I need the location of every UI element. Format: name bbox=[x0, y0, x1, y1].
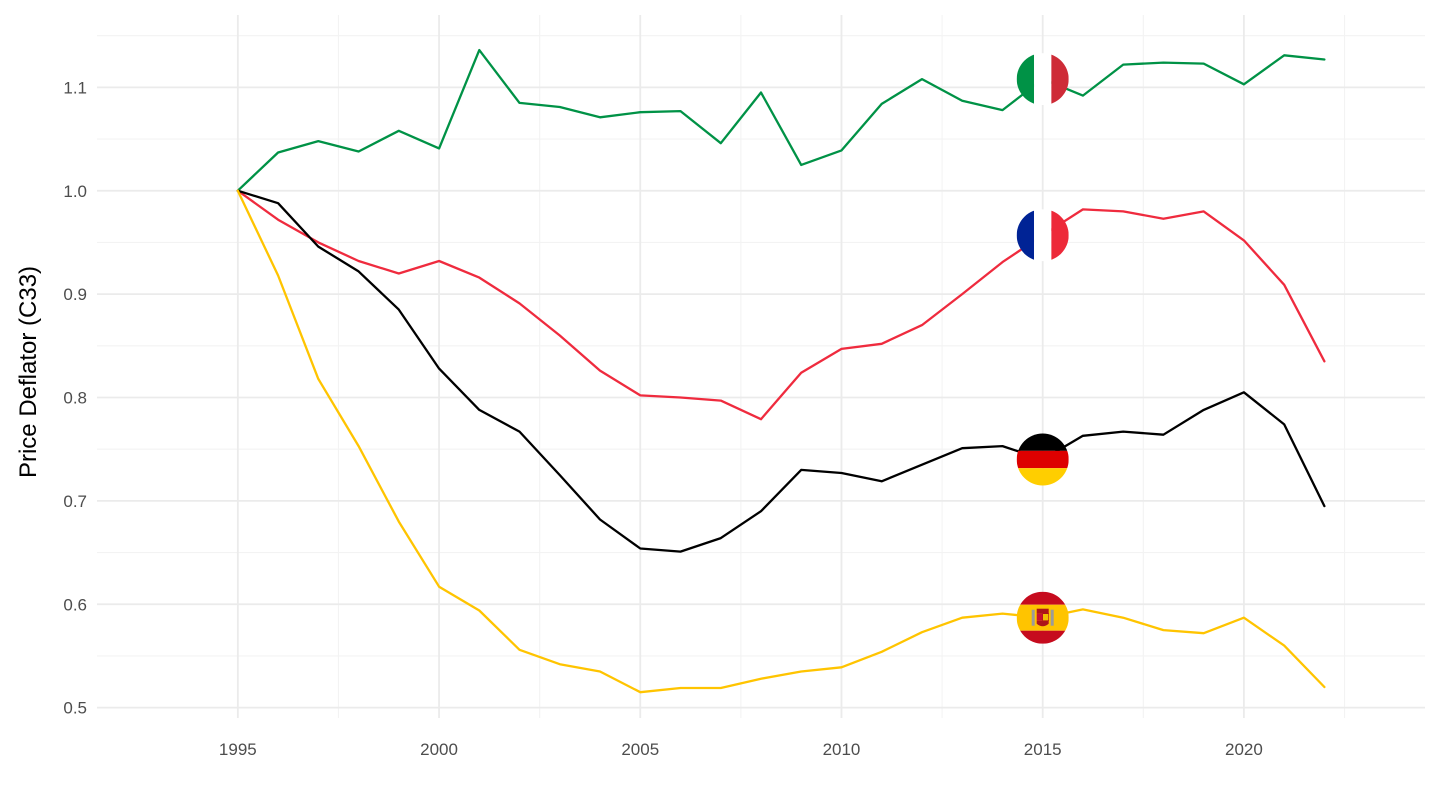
y-tick-label: 0.6 bbox=[63, 595, 87, 614]
x-tick-label: 2020 bbox=[1225, 740, 1263, 759]
x-axis-tick-labels: 1995 2000 2005 2010 2015 2020 bbox=[219, 740, 1263, 759]
y-tick-label: 1.0 bbox=[63, 182, 87, 201]
x-tick-label: 1995 bbox=[219, 740, 257, 759]
spain-series-line bbox=[236, 189, 1326, 694]
spain-flag-icon bbox=[1016, 591, 1069, 644]
minor-gridlines-x bbox=[337, 15, 1346, 718]
italy-flag-icon bbox=[1016, 53, 1069, 106]
x-tick-label: 2015 bbox=[1024, 740, 1062, 759]
minor-gridlines-y bbox=[97, 35, 1425, 657]
germany-flag-icon bbox=[1016, 433, 1069, 486]
x-tick-label: 2005 bbox=[621, 740, 659, 759]
italy-series-line bbox=[236, 48, 1326, 192]
y-tick-label: 0.9 bbox=[63, 285, 87, 304]
y-tick-label: 1.1 bbox=[63, 78, 87, 97]
france-flag-icon bbox=[1016, 209, 1069, 262]
y-axis-tick-labels: 0.5 0.6 0.7 0.8 0.9 1.0 1.1 bbox=[63, 78, 87, 717]
france-series-line bbox=[236, 189, 1326, 421]
y-axis-title: Price Deflator (C33) bbox=[15, 266, 42, 478]
major-gridlines-y bbox=[97, 86, 1425, 709]
x-tick-label: 2010 bbox=[823, 740, 861, 759]
y-tick-label: 0.8 bbox=[63, 389, 87, 408]
series-lines bbox=[236, 48, 1326, 694]
y-tick-label: 0.5 bbox=[63, 699, 87, 718]
x-tick-label: 2000 bbox=[420, 740, 458, 759]
germany-series-line bbox=[236, 189, 1326, 553]
y-tick-label: 0.7 bbox=[63, 492, 87, 511]
